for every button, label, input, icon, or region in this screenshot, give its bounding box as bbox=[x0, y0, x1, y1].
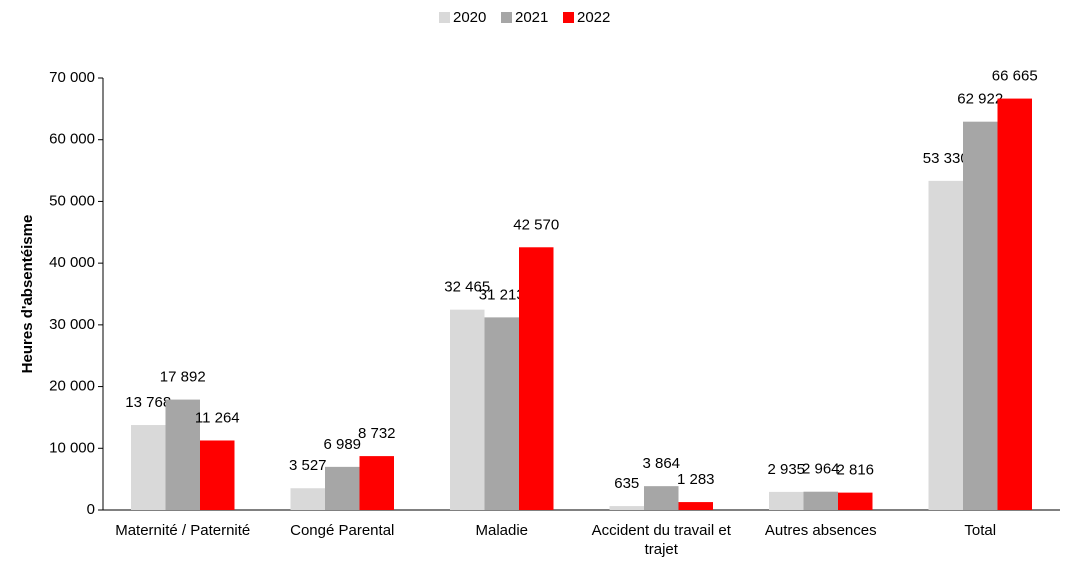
x-tick-label: Maladie bbox=[475, 522, 529, 539]
y-tick-label: 70 000 bbox=[49, 69, 95, 86]
legend-label: 2022 bbox=[577, 9, 610, 26]
data-label: 13 768 bbox=[125, 394, 171, 411]
bar bbox=[928, 180, 963, 510]
bar bbox=[609, 506, 644, 510]
bar bbox=[769, 491, 804, 510]
y-tick-label: 40 000 bbox=[49, 254, 95, 271]
y-tick-label: 0 bbox=[87, 501, 95, 518]
data-label: 66 665 bbox=[992, 68, 1038, 85]
data-label: 6 989 bbox=[323, 436, 361, 453]
data-label: 635 bbox=[614, 475, 639, 492]
x-tick-label: Total bbox=[964, 522, 997, 539]
bar bbox=[963, 121, 998, 511]
bar bbox=[838, 492, 873, 510]
bar bbox=[131, 425, 166, 510]
bar bbox=[290, 488, 325, 510]
bar bbox=[997, 98, 1032, 510]
x-tick-label: Congé Parental bbox=[290, 522, 395, 539]
bar bbox=[200, 440, 235, 510]
data-label: 31 213 bbox=[479, 286, 525, 303]
data-label: 17 892 bbox=[160, 369, 206, 386]
data-label: 2 935 bbox=[767, 461, 805, 478]
legend-swatch bbox=[439, 12, 450, 23]
data-label: 42 570 bbox=[513, 216, 559, 233]
data-label: 2 816 bbox=[836, 462, 874, 479]
y-tick-label: 30 000 bbox=[49, 316, 95, 333]
y-tick-label: 60 000 bbox=[49, 131, 95, 148]
x-tick-label: Maternité / Paternité bbox=[115, 522, 251, 539]
bar bbox=[165, 399, 200, 510]
y-tick-label: 10 000 bbox=[49, 439, 95, 456]
bar bbox=[803, 491, 838, 510]
bar bbox=[450, 309, 485, 510]
bar bbox=[484, 317, 519, 510]
data-label: 11 264 bbox=[195, 409, 240, 426]
y-axis-label: Heures d'absentéisme bbox=[19, 215, 36, 374]
legend-label: 2020 bbox=[453, 9, 486, 26]
data-label: 3 527 bbox=[289, 457, 327, 474]
bar bbox=[359, 456, 394, 510]
x-tick-label: Accident du travail et trajet bbox=[591, 522, 731, 558]
y-tick-label: 50 000 bbox=[49, 192, 95, 209]
bar bbox=[678, 502, 713, 510]
legend-swatch bbox=[501, 12, 512, 23]
data-label: 2 964 bbox=[802, 461, 840, 478]
legend-swatch bbox=[563, 12, 574, 23]
bar bbox=[519, 247, 554, 510]
data-label: 1 283 bbox=[677, 471, 715, 488]
data-label: 62 922 bbox=[957, 91, 1003, 108]
x-tick-label: Autres absences bbox=[764, 522, 877, 539]
data-label: 32 465 bbox=[444, 279, 490, 296]
y-tick-label: 20 000 bbox=[49, 378, 95, 395]
legend-label: 2021 bbox=[515, 9, 548, 26]
bar bbox=[644, 486, 679, 510]
data-label: 8 732 bbox=[358, 425, 396, 442]
bar bbox=[325, 466, 360, 510]
data-label: 53 330 bbox=[923, 150, 969, 167]
data-label: 3 864 bbox=[642, 455, 680, 472]
